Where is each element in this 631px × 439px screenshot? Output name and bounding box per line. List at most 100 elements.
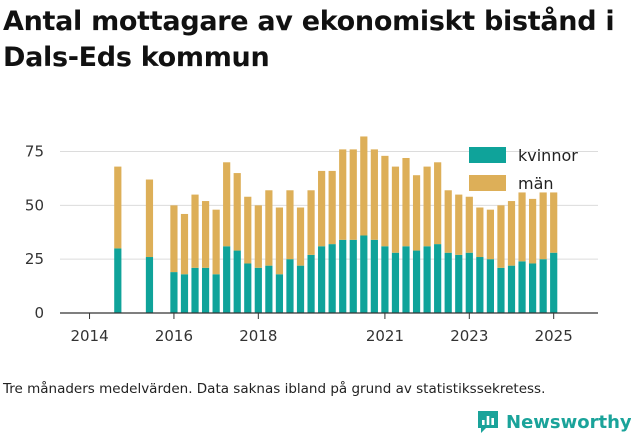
bar-kvinnor-8: [233, 250, 241, 313]
bar-man-19: [349, 149, 357, 240]
bar-kvinnor-36: [529, 263, 537, 313]
bar-man-28: [444, 190, 452, 253]
bar-kvinnor-25: [412, 250, 421, 313]
y-tick-label-25: 25: [25, 250, 44, 268]
bar-kvinnor-1: [145, 257, 154, 313]
bar-man-37: [539, 192, 547, 260]
bar-man-8: [233, 173, 241, 251]
bar-kvinnor-2: [170, 272, 178, 313]
bar-man-30: [465, 196, 473, 253]
bar-kvinnor-4: [191, 267, 199, 313]
bar-kvinnor-33: [497, 267, 505, 313]
bar-man-20: [360, 136, 368, 236]
bar-kvinnor-17: [328, 244, 336, 313]
bar-man-12: [275, 207, 284, 275]
bar-man-22: [381, 155, 389, 247]
bar-man-7: [223, 162, 231, 247]
x-tick-label-2014: 2014: [70, 327, 108, 345]
bar-kvinnor-3: [180, 274, 189, 313]
bar-man-35: [518, 192, 526, 262]
bar-kvinnor-38: [550, 252, 558, 313]
tick-labels: 0 25 50 75 2014 2016 2018 2021 2023 2025: [25, 143, 573, 345]
bar-man-31: [476, 207, 484, 258]
bar-man-17: [328, 170, 336, 245]
bar-kvinnor-23: [391, 252, 400, 313]
y-tick-label-50: 50: [25, 196, 44, 214]
bar-man-26: [423, 166, 431, 247]
x-tick-label-2025: 2025: [535, 327, 573, 345]
bar-kvinnor-27: [434, 244, 442, 313]
bar-kvinnor-9: [244, 263, 252, 313]
bar-man-15: [307, 190, 315, 255]
bar-man-4: [191, 194, 199, 268]
legend: kvinnor män: [469, 146, 578, 193]
bar-kvinnor-5: [201, 267, 210, 313]
bar-kvinnor-14: [296, 265, 305, 313]
legend-label-man: män: [518, 174, 554, 193]
bar-kvinnor-10: [254, 267, 262, 313]
bar-kvinnor-30: [465, 252, 473, 313]
bar-man-3: [180, 213, 189, 275]
bar-kvinnor-13: [286, 259, 294, 313]
legend-swatch-kvinnor: [469, 147, 506, 163]
y-tick-label-0: 0: [34, 304, 44, 322]
bar-man-29: [455, 194, 463, 255]
bar-man-33: [497, 205, 505, 268]
bar-man-13: [286, 190, 294, 260]
chart-title: Antal mottagare av ekonomiskt bistånd i …: [3, 6, 615, 73]
bar-man-34: [507, 201, 516, 266]
y-tick-label-75: 75: [25, 143, 44, 161]
bar-kvinnor-28: [444, 252, 452, 313]
bar-man-25: [412, 175, 421, 251]
bar-kvinnor-34: [507, 265, 516, 313]
bar-man-9: [244, 196, 252, 264]
x-tick-label-2018: 2018: [239, 327, 277, 345]
legend-swatch-man: [469, 175, 506, 191]
bar-kvinnor-37: [539, 259, 547, 313]
bar-kvinnor-22: [381, 246, 389, 313]
bar-kvinnor-15: [307, 254, 315, 313]
bar-kvinnor-29: [455, 254, 463, 313]
bar-man-32: [486, 209, 494, 260]
bar-man-1: [145, 179, 154, 258]
bar-man-27: [434, 162, 442, 245]
bar-kvinnor-31: [476, 257, 484, 313]
bar-kvinnor-35: [518, 261, 526, 313]
bar-kvinnor-7: [223, 246, 231, 313]
axes: [60, 312, 598, 319]
bar-man-18: [339, 149, 347, 240]
brand-name: Newsworthy: [506, 411, 631, 433]
newsworthy-logo-icon: [478, 411, 498, 433]
bar-man-21: [370, 149, 378, 240]
x-tick-label-2016: 2016: [155, 327, 193, 345]
bar-kvinnor-12: [275, 274, 284, 313]
stacked-bar-chart: 0 25 50 75 2014 2016 2018 2021 2023 2025 kvinnor …: [25, 136, 598, 345]
bar-man-24: [402, 157, 410, 247]
bar-kvinnor-0: [114, 248, 122, 313]
bar-man-0: [114, 166, 122, 249]
bar-man-5: [201, 201, 210, 268]
bar-kvinnor-21: [370, 239, 378, 313]
bar-kvinnor-32: [486, 259, 494, 313]
x-tick-label-2023: 2023: [450, 327, 488, 345]
bar-kvinnor-16: [318, 246, 326, 313]
x-tick-label-2021: 2021: [366, 327, 404, 345]
bar-man-16: [318, 170, 326, 247]
bars: [114, 136, 558, 313]
bar-man-38: [550, 192, 558, 253]
bar-man-6: [212, 209, 220, 275]
bar-man-10: [254, 205, 262, 268]
bar-kvinnor-11: [265, 265, 273, 313]
bar-kvinnor-26: [423, 246, 431, 313]
legend-label-kvinnor: kvinnor: [518, 146, 578, 165]
bar-kvinnor-19: [349, 239, 357, 313]
bar-man-11: [265, 190, 273, 266]
bar-man-14: [296, 207, 305, 266]
bar-man-2: [170, 205, 178, 273]
footnote: Tre månaders medelvärden. Data saknas ib…: [3, 381, 546, 397]
bar-man-23: [391, 166, 400, 253]
brand-logo[interactable]: Newsworthy: [476, 407, 631, 437]
bar-man-36: [529, 198, 537, 264]
bar-kvinnor-18: [339, 239, 347, 313]
bar-kvinnor-24: [402, 246, 410, 313]
